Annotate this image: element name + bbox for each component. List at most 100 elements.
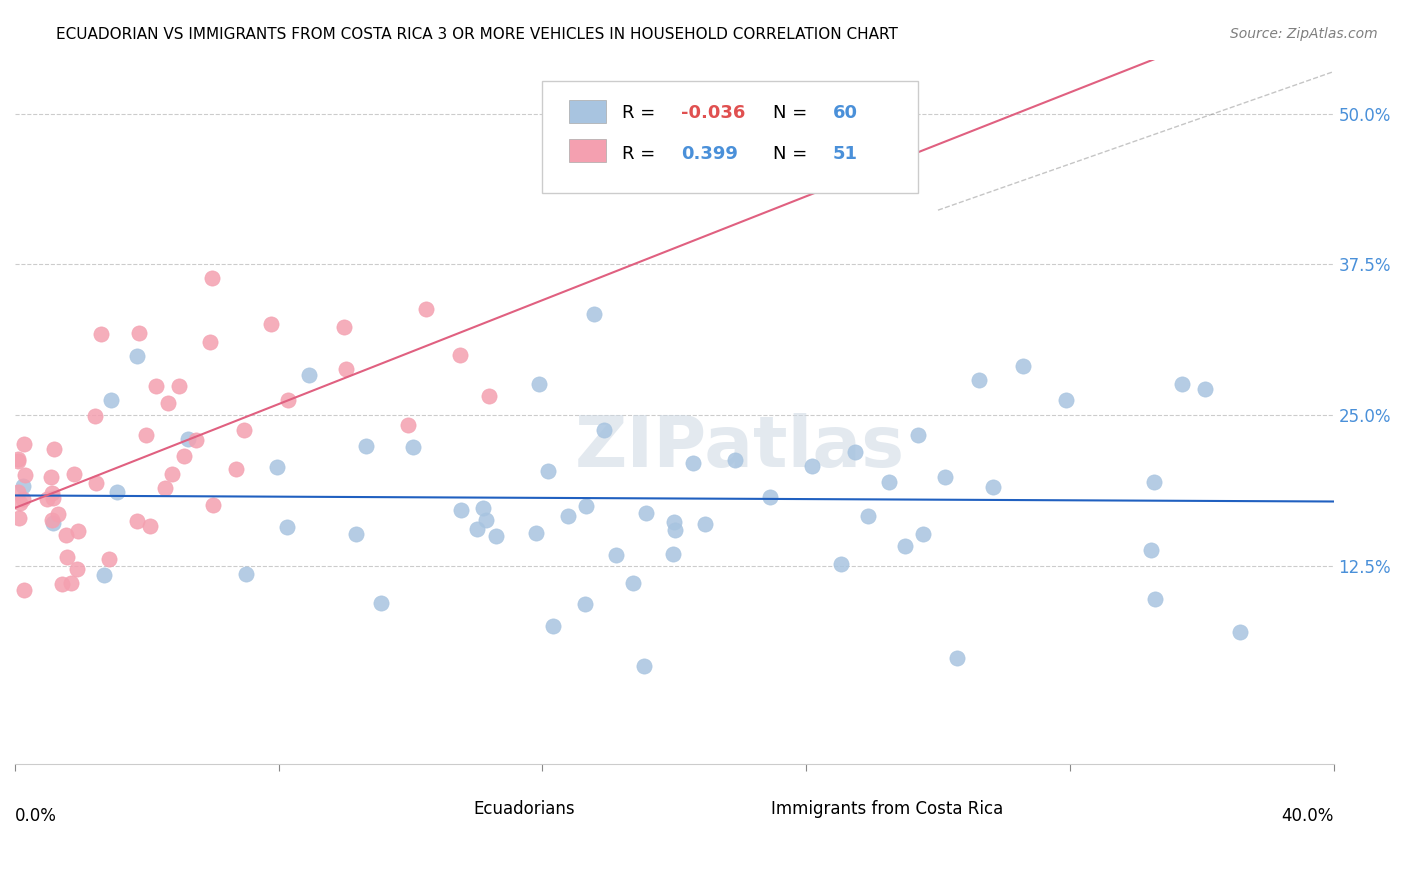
Point <box>467 522 489 536</box>
Point <box>983 480 1005 494</box>
Text: Ecuadorians: Ecuadorians <box>474 799 575 818</box>
Point <box>90 327 112 342</box>
Point <box>201 271 224 285</box>
Point <box>65 562 87 576</box>
Point <box>7 454 30 468</box>
Point <box>41 516 63 531</box>
Point <box>370 597 392 611</box>
Point <box>575 499 598 513</box>
Point <box>7 484 30 499</box>
Point <box>934 469 956 483</box>
Point <box>266 459 288 474</box>
Point <box>574 597 596 611</box>
Point <box>945 651 967 665</box>
FancyBboxPatch shape <box>569 139 606 161</box>
Point <box>856 508 879 523</box>
Point <box>1229 625 1251 640</box>
Point <box>633 659 655 673</box>
Text: R =: R = <box>621 145 666 163</box>
Point <box>277 393 299 408</box>
Point <box>1054 392 1077 407</box>
Point <box>39 470 62 484</box>
Point <box>135 428 157 442</box>
Point <box>233 423 256 437</box>
Point <box>634 506 657 520</box>
Point <box>472 501 495 516</box>
Point <box>8 496 31 510</box>
Point <box>582 307 605 321</box>
Point <box>415 302 437 317</box>
Point <box>42 442 65 457</box>
Point <box>7 451 30 466</box>
Point <box>759 491 782 505</box>
Point <box>55 550 77 565</box>
FancyBboxPatch shape <box>418 799 464 821</box>
Text: 51: 51 <box>832 145 858 163</box>
Point <box>55 527 77 541</box>
Point <box>225 461 247 475</box>
Point <box>911 527 934 541</box>
Point <box>682 457 704 471</box>
Point <box>66 524 89 538</box>
Text: -0.036: -0.036 <box>681 104 745 122</box>
Point <box>176 432 198 446</box>
Point <box>354 439 377 453</box>
Point <box>60 576 83 591</box>
Point <box>593 423 616 437</box>
Point <box>42 491 65 505</box>
Point <box>402 440 425 454</box>
Point <box>605 548 627 562</box>
Text: 0.0%: 0.0% <box>15 806 56 824</box>
Point <box>830 557 852 571</box>
Text: 0.399: 0.399 <box>681 145 738 163</box>
Point <box>485 529 508 543</box>
Point <box>13 437 35 451</box>
Point <box>1012 359 1035 373</box>
Point <box>276 520 298 534</box>
Point <box>449 348 471 362</box>
Point <box>693 516 716 531</box>
Point <box>1171 377 1194 392</box>
Point <box>156 395 179 409</box>
Point <box>139 519 162 533</box>
Point <box>1143 591 1166 606</box>
Point <box>844 445 866 459</box>
Point <box>537 464 560 478</box>
Text: N =: N = <box>773 145 813 163</box>
Point <box>621 576 644 591</box>
Point <box>128 326 150 340</box>
Point <box>62 467 84 481</box>
Point <box>450 503 472 517</box>
Point <box>969 373 991 387</box>
Point <box>344 526 367 541</box>
Point <box>664 523 686 537</box>
FancyBboxPatch shape <box>714 799 761 821</box>
Point <box>13 479 35 493</box>
Point <box>662 515 685 529</box>
Point <box>160 467 183 481</box>
Point <box>46 507 69 521</box>
Point <box>333 320 356 334</box>
FancyBboxPatch shape <box>569 101 606 123</box>
Point <box>907 427 929 442</box>
Point <box>93 568 115 582</box>
Point <box>127 514 149 528</box>
Point <box>37 492 59 507</box>
Point <box>100 392 122 407</box>
Point <box>83 409 105 423</box>
Point <box>801 458 824 473</box>
Point <box>297 368 319 383</box>
Text: N =: N = <box>773 104 813 122</box>
Point <box>202 498 225 512</box>
Text: ZIPatlas: ZIPatlas <box>575 413 905 482</box>
Point <box>524 526 547 541</box>
Point <box>198 334 221 349</box>
Point <box>8 511 31 525</box>
Point <box>724 453 747 467</box>
Point <box>184 434 207 448</box>
Point <box>1143 475 1166 490</box>
Text: Source: ZipAtlas.com: Source: ZipAtlas.com <box>1230 27 1378 41</box>
Point <box>541 619 564 633</box>
Point <box>14 467 37 482</box>
Point <box>153 481 176 495</box>
